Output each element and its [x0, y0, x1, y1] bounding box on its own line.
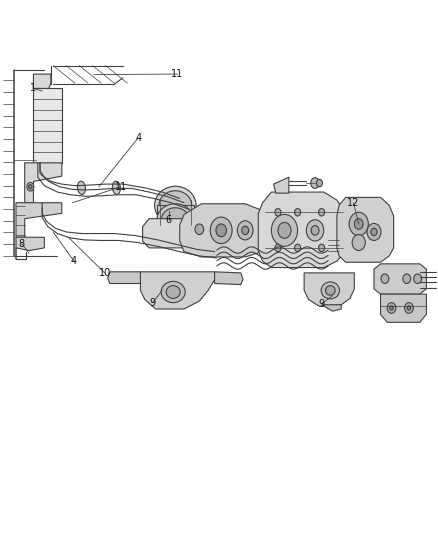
Circle shape	[294, 208, 300, 216]
Polygon shape	[143, 219, 208, 248]
Text: 8: 8	[18, 239, 25, 248]
Ellipse shape	[325, 286, 335, 295]
Polygon shape	[374, 264, 426, 294]
Circle shape	[311, 177, 319, 188]
Text: 10: 10	[99, 268, 111, 278]
Ellipse shape	[161, 208, 189, 232]
Circle shape	[306, 220, 324, 241]
Text: 4: 4	[71, 256, 77, 266]
Text: 12: 12	[347, 198, 360, 208]
Polygon shape	[16, 237, 44, 251]
Circle shape	[318, 208, 325, 216]
Circle shape	[367, 223, 381, 240]
Polygon shape	[108, 272, 141, 284]
Text: 11: 11	[115, 182, 127, 192]
Text: 9: 9	[149, 297, 155, 308]
Circle shape	[237, 221, 253, 240]
Circle shape	[265, 224, 274, 235]
Ellipse shape	[78, 181, 85, 195]
Circle shape	[405, 303, 413, 313]
Ellipse shape	[155, 186, 196, 224]
Polygon shape	[25, 163, 62, 203]
Polygon shape	[157, 205, 194, 220]
Circle shape	[275, 208, 281, 216]
Circle shape	[272, 214, 297, 246]
Circle shape	[316, 179, 322, 187]
Text: 4: 4	[135, 133, 141, 143]
Polygon shape	[16, 203, 62, 237]
Polygon shape	[274, 177, 289, 193]
Circle shape	[311, 225, 319, 235]
Polygon shape	[33, 88, 62, 163]
Polygon shape	[304, 273, 354, 306]
Text: 6: 6	[166, 215, 172, 225]
Polygon shape	[337, 197, 394, 262]
Ellipse shape	[321, 282, 339, 299]
Circle shape	[195, 224, 204, 235]
Circle shape	[352, 235, 365, 251]
Text: 11: 11	[171, 69, 184, 79]
Polygon shape	[321, 305, 341, 311]
Circle shape	[387, 303, 396, 313]
Circle shape	[381, 274, 389, 284]
Circle shape	[294, 244, 300, 252]
Circle shape	[28, 184, 32, 189]
Polygon shape	[33, 74, 51, 88]
Ellipse shape	[113, 181, 120, 195]
Polygon shape	[141, 272, 215, 309]
Circle shape	[371, 228, 377, 236]
Circle shape	[275, 244, 281, 252]
Circle shape	[390, 306, 393, 310]
Circle shape	[216, 224, 226, 237]
Polygon shape	[180, 204, 276, 257]
Polygon shape	[258, 192, 346, 268]
Ellipse shape	[161, 281, 185, 303]
Circle shape	[403, 274, 411, 284]
Text: 1: 1	[30, 83, 36, 93]
Circle shape	[210, 217, 232, 244]
Polygon shape	[215, 272, 243, 285]
Circle shape	[354, 219, 363, 229]
Circle shape	[318, 244, 325, 252]
Circle shape	[242, 226, 249, 235]
Ellipse shape	[166, 286, 180, 298]
Circle shape	[414, 274, 422, 284]
Text: 9: 9	[318, 298, 325, 309]
Ellipse shape	[159, 191, 192, 220]
Circle shape	[278, 222, 291, 238]
Ellipse shape	[157, 204, 194, 236]
Circle shape	[407, 306, 411, 310]
Circle shape	[349, 212, 368, 236]
Circle shape	[27, 182, 34, 191]
Polygon shape	[381, 294, 426, 322]
